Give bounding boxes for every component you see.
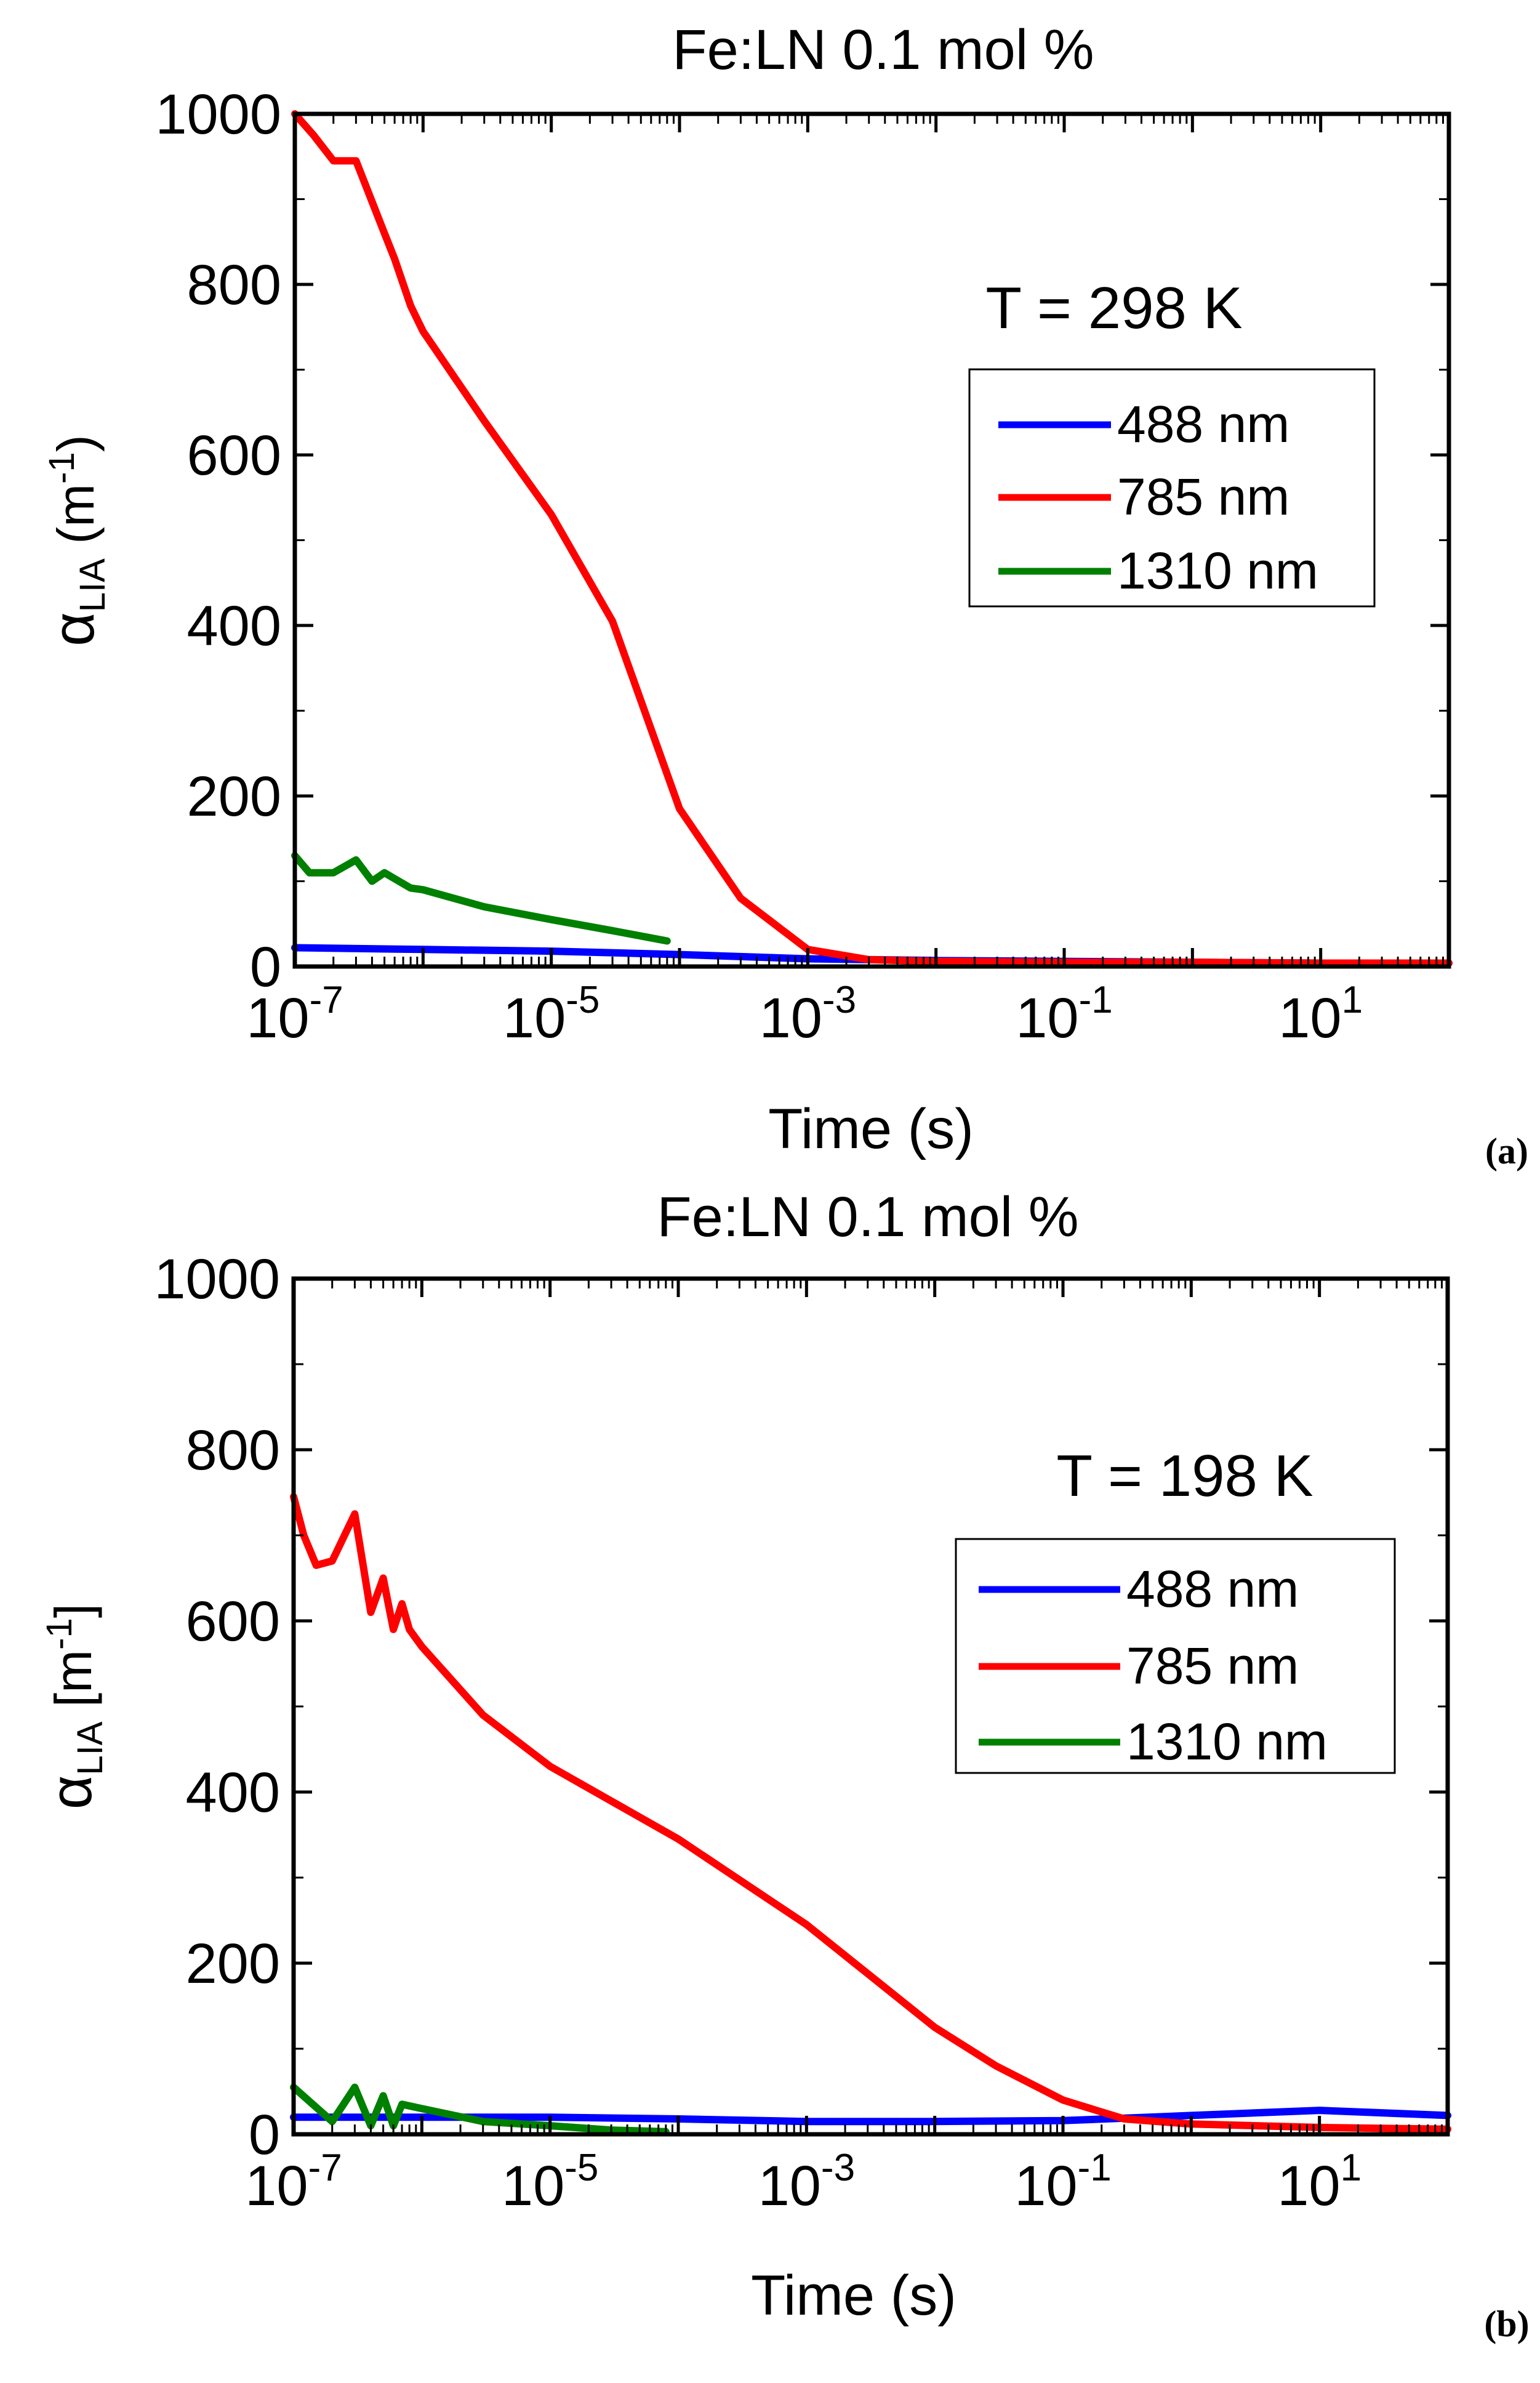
y-tick-label: 800 xyxy=(186,1419,281,1482)
series-785-nm xyxy=(290,1493,1451,2133)
x-tick-label: 101 xyxy=(1277,2147,1362,2217)
panel-a: Fe:LN 0.1 mol % 10-7 10-5 10-3 10-1 101 0 200 4… xyxy=(41,18,1528,1171)
x-tick-label: 10-1 xyxy=(1014,2147,1111,2217)
legend-label-488: 488 nm xyxy=(1117,395,1289,453)
x-tick-label: 10-7 xyxy=(246,979,343,1050)
x-tick-label: 10-5 xyxy=(502,2147,598,2217)
y-tick-label: 0 xyxy=(250,936,281,999)
panel-label: (b) xyxy=(1484,2304,1529,2344)
y-tick-label: 600 xyxy=(187,424,282,487)
panel-b: Fe:LN 0.1 mol % 10-7 10-5 10-3 10-1 101 0 200 4… xyxy=(38,1186,1530,2344)
legend-label-785: 785 nm xyxy=(1126,1637,1299,1695)
legend-label-1310: 1310 nm xyxy=(1117,542,1318,600)
x-tick-label: 10-3 xyxy=(758,2147,855,2217)
x-tick-label: 10-5 xyxy=(503,979,600,1050)
series-785-nm xyxy=(291,110,1453,967)
y-tick-label: 800 xyxy=(187,254,282,316)
plot-area: 10-7 10-5 10-3 10-1 101 0 200 400 600 800 1000 xyxy=(155,83,1453,1050)
series-1310-nm xyxy=(291,852,671,945)
plot-area: 10-7 10-5 10-3 10-1 101 0 200 400 600 800 1000 xyxy=(154,1248,1451,2217)
series-1310-nm xyxy=(290,2083,670,2136)
chart-title: Fe:LN 0.1 mol % xyxy=(657,1186,1078,1248)
y-tick-label: 400 xyxy=(187,595,282,657)
legend-box xyxy=(968,368,1376,608)
y-tick-label: 200 xyxy=(187,765,282,828)
legend: 488 nm 785 nm 1310 nm xyxy=(968,368,1376,608)
y-tick-label: 0 xyxy=(249,2104,280,2166)
y-tick-label: 600 xyxy=(186,1590,281,1653)
chart-title: Fe:LN 0.1 mol % xyxy=(672,18,1094,81)
x-axis-label: Time (s) xyxy=(768,1098,974,1160)
legend-label-1310: 1310 nm xyxy=(1126,1713,1328,1770)
series-488-nm xyxy=(290,2107,1451,2126)
temperature-annotation: T = 298 K xyxy=(985,275,1242,341)
temperature-annotation: T = 198 K xyxy=(1056,1443,1313,1509)
y-tick-label: 200 xyxy=(186,1932,281,1995)
legend-label-785: 785 nm xyxy=(1117,468,1289,526)
x-tick-label: 101 xyxy=(1278,979,1363,1050)
legend: 488 nm 785 nm 1310 nm xyxy=(955,1538,1396,1774)
y-tick-label: 1000 xyxy=(154,1248,280,1311)
y-axis-label: αLIA [m-1] xyxy=(38,1604,110,1809)
legend-label-488: 488 nm xyxy=(1126,1560,1299,1618)
x-tick-label: 10-1 xyxy=(1016,979,1112,1050)
x-axis-label: Time (s) xyxy=(751,2264,956,2327)
panel-label: (a) xyxy=(1485,1131,1528,1171)
y-tick-label: 1000 xyxy=(155,83,281,146)
y-axis-label: αLIA (m-1) xyxy=(41,435,113,646)
x-tick-label: 10-3 xyxy=(760,979,856,1050)
y-tick-label: 400 xyxy=(186,1761,281,1824)
legend-box xyxy=(955,1538,1396,1774)
x-tick-label: 10-7 xyxy=(245,2147,342,2217)
